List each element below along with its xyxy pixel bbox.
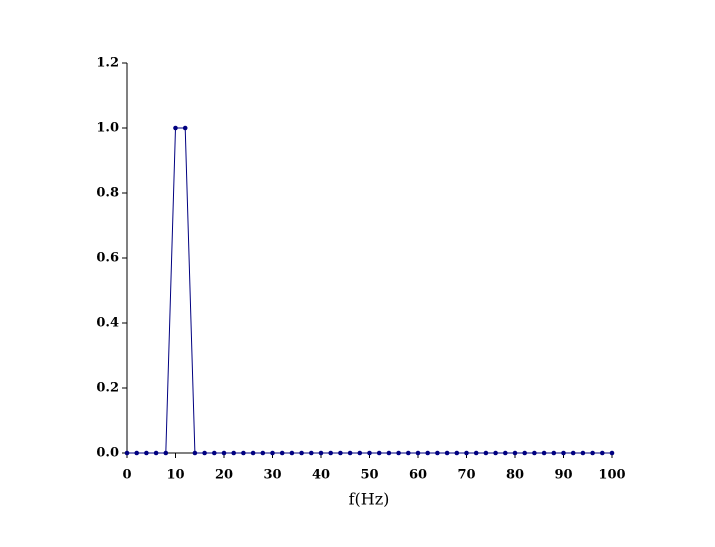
data-point [347, 450, 353, 456]
data-point [182, 125, 188, 131]
data-point [231, 450, 236, 456]
data-point [600, 450, 605, 456]
data-point [309, 450, 314, 456]
data-point [202, 450, 207, 456]
data-point [512, 450, 518, 456]
y-tick-label: 0.0 [96, 446, 119, 461]
data-point [367, 450, 372, 456]
data-point [444, 450, 450, 456]
y-tick-label: 1.0 [96, 121, 119, 136]
y-tick-label: 0.2 [96, 381, 119, 396]
data-point [279, 450, 285, 456]
data-point [270, 450, 275, 456]
x-tick-label: 80 [506, 468, 524, 483]
data-point [570, 450, 576, 456]
data-point [241, 450, 246, 456]
data-point [299, 450, 304, 456]
y-tick-label: 0.4 [96, 316, 119, 331]
x-axis-label: f(Hz) [349, 490, 390, 509]
x-tick-label: 50 [360, 468, 378, 483]
data-point [173, 125, 178, 131]
data-point [532, 450, 537, 456]
data-point [551, 450, 557, 456]
data-point [192, 450, 198, 456]
x-tick-label: 30 [263, 468, 281, 483]
x-tick-label: 70 [457, 468, 475, 483]
data-point [144, 450, 149, 456]
data-point [153, 450, 159, 456]
data-point [338, 450, 343, 456]
data-point [454, 450, 460, 456]
data-point [376, 450, 382, 456]
data-point [134, 450, 139, 456]
data-point [221, 450, 227, 456]
data-point [483, 450, 489, 456]
x-tick-label: 20 [215, 468, 233, 483]
data-point [212, 450, 217, 456]
x-tick-label: 10 [166, 468, 184, 483]
data-point [386, 450, 392, 456]
x-tick-label: 0 [122, 468, 131, 483]
x-tick-label: 90 [554, 468, 572, 483]
data-point [541, 450, 547, 456]
y-tick-label: 1.2 [96, 56, 119, 71]
x-tick-label: 100 [598, 468, 625, 483]
data-point [590, 450, 595, 456]
data-point [415, 450, 421, 456]
data-point [357, 450, 363, 456]
data-point [124, 450, 130, 456]
data-point [406, 450, 411, 456]
data-line [127, 127, 612, 454]
data-point [609, 450, 615, 456]
data-point [318, 450, 324, 456]
data-point [493, 450, 498, 456]
data-point [522, 450, 527, 456]
data-point [473, 450, 479, 456]
data-point [464, 450, 469, 456]
data-point [561, 450, 566, 456]
data-point [289, 450, 295, 456]
data-point [580, 450, 586, 456]
data-point [396, 450, 401, 456]
data-point [503, 450, 508, 456]
data-point [435, 450, 440, 456]
y-tick-label: 0.8 [96, 186, 119, 201]
data-point [250, 450, 256, 456]
x-tick-label: 60 [409, 468, 427, 483]
data-point [425, 450, 431, 456]
data-point [328, 450, 334, 456]
data-point [260, 450, 266, 456]
data-point [163, 450, 169, 456]
x-tick-label: 40 [312, 468, 330, 483]
y-tick-label: 0.6 [96, 251, 119, 266]
